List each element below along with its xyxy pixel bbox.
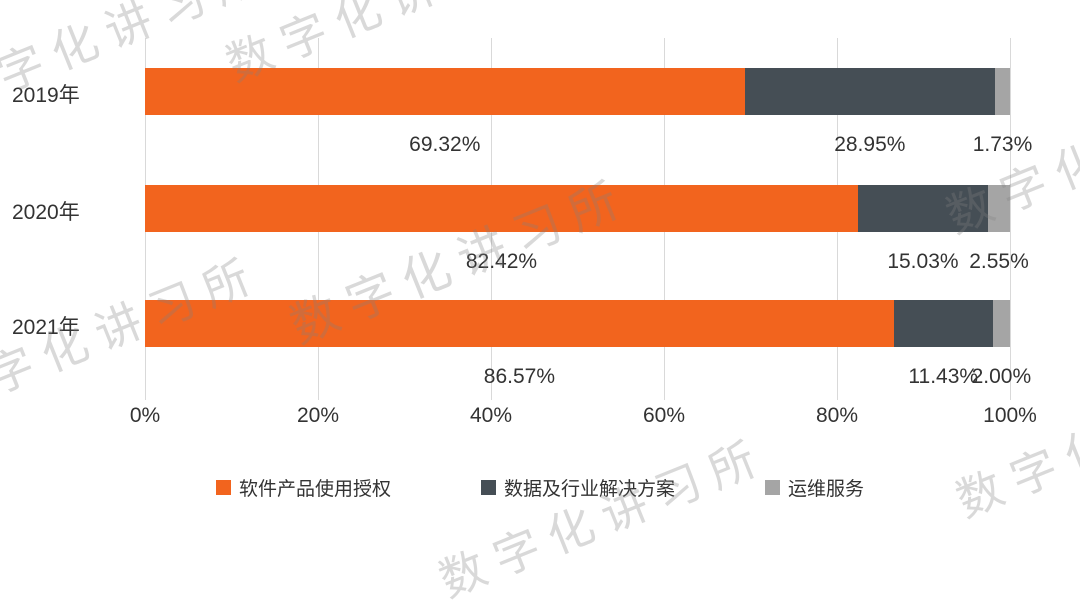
legend-item: 数据及行业解决方案	[480, 474, 675, 501]
value-label: 1.73%	[972, 133, 1033, 156]
bar-segment	[145, 300, 894, 347]
legend-item: 软件产品使用授权	[215, 474, 391, 501]
legend-label: 软件产品使用授权	[238, 479, 391, 500]
plot-area: 0% 20% 40% 60% 80% 100% 2019年 69.32% 28.95% 1.73%…	[12, 38, 1037, 427]
x-tick-label: 0%	[129, 404, 161, 427]
bar-segment	[987, 185, 1010, 232]
x-tick-label: 20%	[296, 404, 340, 427]
category-label: 2019年	[12, 83, 80, 107]
bar-segment	[145, 68, 745, 115]
legend-swatch	[215, 480, 231, 495]
legend-swatch	[765, 480, 780, 495]
bar-segment	[992, 300, 1010, 347]
legend-label: 数据及行业解决方案	[503, 479, 675, 500]
legend-label: 运维服务	[788, 479, 865, 500]
legend-swatch	[480, 480, 496, 495]
value-label: 86.57%	[483, 365, 556, 388]
legend: 软件产品使用授权 数据及行业解决方案 运维服务	[0, 474, 1080, 501]
category-label: 2020年	[12, 200, 80, 224]
legend-item: 运维服务	[765, 474, 864, 501]
value-label: 11.43%	[908, 365, 979, 388]
value-label: 2.00%	[971, 365, 1032, 388]
bar-segment	[995, 68, 1010, 115]
bar-segment	[744, 68, 996, 115]
bar-segment	[145, 185, 858, 232]
value-label: 2.55%	[969, 250, 1029, 273]
bar-segment	[893, 300, 993, 347]
x-tick-label: 40%	[469, 404, 513, 427]
watermark-text: 数字化讲习所	[432, 428, 775, 608]
x-tick-label: 100%	[983, 404, 1037, 427]
value-label: 28.95%	[834, 133, 906, 156]
value-label: 15.03%	[887, 250, 959, 273]
x-tick-label: 60%	[642, 404, 686, 427]
x-tick-label: 80%	[815, 404, 859, 427]
value-label: 82.42%	[465, 250, 538, 273]
category-label: 2021年	[12, 315, 80, 339]
value-label: 69.32%	[409, 133, 481, 156]
bar-segment	[857, 185, 988, 232]
gridline	[1010, 38, 1011, 400]
